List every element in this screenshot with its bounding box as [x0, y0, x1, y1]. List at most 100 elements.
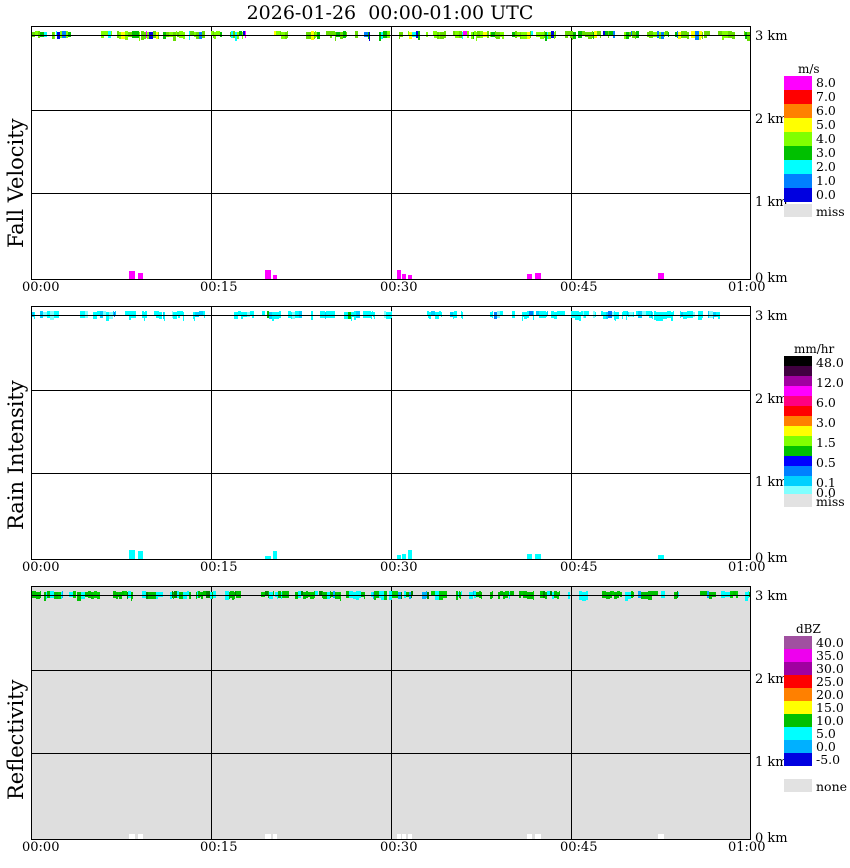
- echo-cell: [494, 312, 497, 319]
- echo-cell: [333, 591, 335, 598]
- panel-reflectivity[interactable]: [31, 586, 751, 840]
- echo-cell: [32, 32, 35, 37]
- echo-cell: [153, 31, 156, 38]
- ytick-1km-panel1: 1 km: [755, 475, 788, 490]
- echo-cell: [500, 32, 502, 37]
- echo-cell: [97, 592, 100, 599]
- echo-cell: [503, 592, 505, 599]
- echo-cell: [565, 31, 568, 38]
- colorbar-tick-label: 0.1: [816, 475, 836, 490]
- surface-echo-cell: [129, 550, 135, 559]
- echo-cell: [311, 31, 314, 40]
- echo-cell: [232, 591, 234, 600]
- surface-echo-cell: [658, 555, 664, 559]
- echo-cell: [281, 592, 282, 599]
- echo-cell: [453, 312, 454, 319]
- echo-cell: [573, 32, 576, 39]
- echo-cell: [176, 31, 177, 36]
- colorbar-tick-label: 12.0: [816, 375, 844, 390]
- colorbar-band: [784, 174, 812, 188]
- echo-cell: [156, 592, 158, 599]
- echo-cell: [314, 32, 315, 39]
- echo-cell: [547, 32, 548, 39]
- echo-cell: [369, 311, 371, 318]
- colorbar-tick-label: 0.5: [816, 455, 836, 470]
- echo-cell: [592, 31, 593, 38]
- colorbar-band: [784, 426, 812, 436]
- echo-cell: [50, 311, 54, 320]
- echo-cell: [35, 31, 38, 36]
- echo-cell: [610, 591, 612, 598]
- echo-cell: [275, 592, 277, 597]
- echo-cell: [612, 312, 614, 317]
- echo-cell: [626, 32, 629, 39]
- surface-echo-cell: [129, 271, 135, 279]
- echo-cell: [238, 311, 241, 316]
- echo-cell: [134, 311, 136, 318]
- echo-cell: [629, 32, 631, 37]
- panel-rain-intensity[interactable]: [31, 306, 751, 560]
- panel-fall-velocity[interactable]: [31, 26, 751, 280]
- colorbar-tick-label: 1.5: [816, 435, 836, 450]
- echo-cell: [303, 592, 306, 599]
- echo-cell: [108, 31, 111, 38]
- colorbar-tick-label: 40.0: [816, 635, 844, 650]
- echo-cell: [336, 592, 339, 599]
- echo-cell: [409, 32, 412, 39]
- echo-cell: [520, 32, 521, 39]
- echo-cell: [374, 312, 375, 319]
- colorbar-miss-swatch-mmhr: [784, 494, 812, 507]
- echo-cell: [636, 311, 638, 316]
- echo-cell: [422, 592, 426, 599]
- echo-cell: [241, 312, 243, 319]
- echo-cell: [681, 31, 683, 38]
- echo-cell: [612, 591, 614, 596]
- echo-cell: [460, 592, 461, 599]
- colorbar-band: [784, 160, 812, 174]
- echo-cell: [728, 31, 732, 38]
- echo-cell: [162, 592, 163, 597]
- echo-cell: [709, 311, 713, 318]
- echo-cell: [144, 32, 146, 39]
- echo-cell: [114, 312, 115, 317]
- echo-cell: [396, 591, 398, 598]
- echo-cell: [628, 592, 631, 599]
- echo-cell: [431, 311, 435, 316]
- echo-cell: [461, 591, 462, 596]
- echo-cell: [373, 592, 374, 599]
- echo-cell: [749, 592, 750, 597]
- echo-cell: [200, 592, 201, 597]
- xtick-0045-panel0: 00:45: [560, 280, 598, 295]
- echo-cell: [713, 312, 714, 319]
- colorbar-tick-label: 20.0: [816, 687, 844, 702]
- echo-cell: [274, 312, 277, 319]
- echo-cell: [689, 311, 693, 318]
- echo-cell: [624, 32, 626, 39]
- echo-cell: [314, 591, 315, 598]
- echo-cell: [536, 311, 539, 316]
- echo-cell: [531, 31, 533, 36]
- echo-cell: [474, 31, 476, 36]
- colorbar-band: [784, 416, 812, 426]
- surface-echo-cell: [535, 554, 541, 559]
- echo-cell: [633, 312, 634, 317]
- echo-cell: [458, 592, 459, 597]
- echo-cell: [127, 592, 128, 599]
- echo-cell: [170, 592, 172, 599]
- echo-cell: [374, 591, 376, 600]
- echo-cell: [454, 311, 457, 318]
- echo-cell: [376, 591, 379, 598]
- colorbar-tick-label: -5.0: [816, 752, 841, 767]
- colorbar-band: [784, 76, 812, 90]
- echo-cell: [586, 311, 589, 316]
- echo-cell: [194, 32, 196, 37]
- surface-echo-cell: [265, 556, 271, 559]
- echo-cell: [481, 592, 482, 599]
- echo-cell: [412, 32, 416, 37]
- ylabel-reflectivity: Reflectivity: [4, 679, 28, 800]
- echo-cell: [308, 592, 310, 597]
- echo-cell: [158, 32, 159, 39]
- echo-cell: [330, 31, 332, 38]
- colorbar-band: [784, 396, 812, 406]
- echo-cell: [189, 31, 190, 40]
